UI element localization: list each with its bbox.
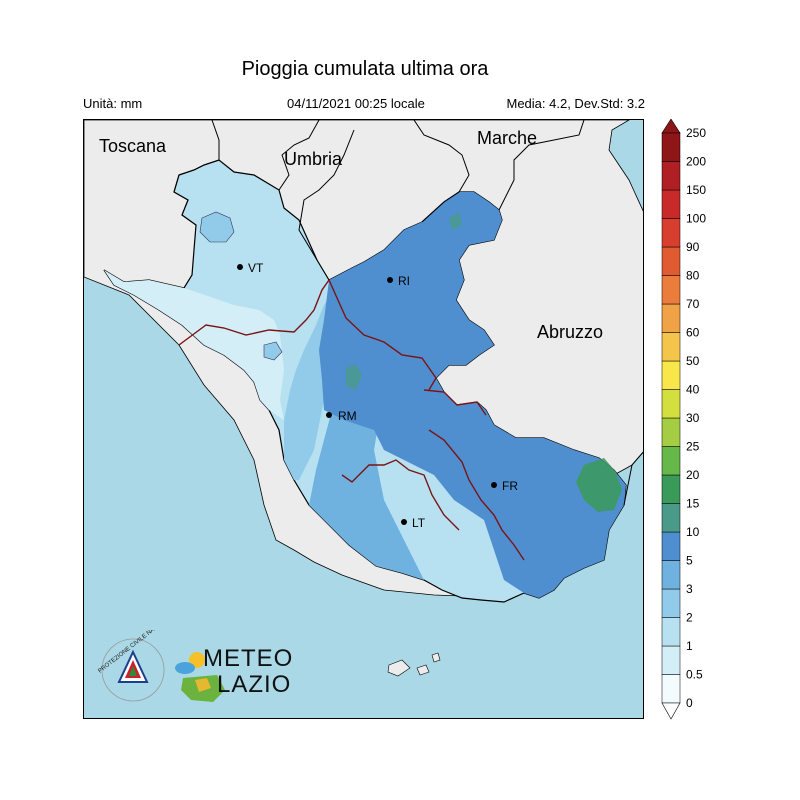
legend-tick-label: 3 [686,582,693,596]
meteo-lazio-logo: METEO LAZIO [175,645,293,702]
legend-tick-label: 25 [686,440,700,454]
legend-swatch [661,503,681,533]
island [387,659,411,677]
city-label-rm: RM [338,409,357,423]
cloud-icon [175,662,195,674]
city-marker-lt: LT [401,516,426,530]
city-label-fr: FR [502,479,518,493]
legend-tick-label: 60 [686,326,700,340]
sun-icon [189,652,205,668]
island [431,652,441,663]
region-label-toscana: Toscana [99,136,167,156]
city-label-vt: VT [248,261,264,275]
legend-swatch [661,275,681,305]
legend-swatch [661,303,681,333]
legend-swatch [661,588,681,618]
region-label-abruzzo: Abruzzo [537,322,603,342]
region-borders [173,120,643,506]
island [416,664,430,676]
rain-zone-5 [319,192,626,598]
legend-swatch [661,674,681,704]
legend-tick-label: 1 [686,639,693,653]
legend-swatch [661,246,681,276]
legend-tick-label: 250 [686,126,706,140]
lazio-text: LAZIO [217,671,291,698]
map-title: Pioggia cumulata ultima ora [241,58,489,80]
legend-swatch [661,617,681,647]
legend-tick-label: 2 [686,611,693,625]
color-legend: 0 0.5 1 2 3 5 10 15 20 25 30 40 50 60 70 80 90 100 150 200 2… [660,118,720,724]
city-marker-fr: FR [491,479,518,493]
legend-tick-label: 20 [686,468,700,482]
rain-zone-2 [284,222,422,480]
legend-tick-label: 15 [686,497,700,511]
legend-swatch [661,161,681,191]
legend-tick-label: 30 [686,411,700,425]
legend-swatch [661,332,681,362]
legend-swatch [661,560,681,590]
region-label-marche: Marche [477,128,537,148]
legend-tick-label: 80 [686,269,700,283]
city-marker-rm: RM [326,409,357,423]
legend-arrow-bottom [661,702,681,720]
legend-tick-label: 90 [686,240,700,254]
legend-swatch [661,417,681,447]
legend-tick-label: 5 [686,554,693,568]
legend-tick-label: 10 [686,525,700,539]
datetime-label: 04/11/2021 00:25 locale [287,96,425,111]
legend-swatch [661,645,681,675]
legend-tick-label: 100 [686,212,706,226]
city-label-lt: LT [412,516,426,530]
lake-bolsena [199,211,235,243]
rain-cell-teal [346,364,362,390]
region-label-umbria: Umbria [284,149,343,169]
lake-bracciano [263,341,283,361]
legend-tick-label: 150 [686,183,706,197]
legend-swatch [661,360,681,390]
rain-cell-green [576,458,622,512]
legend-tick-label: 0 [686,696,693,710]
legend-swatch [661,531,681,561]
legend-arrow-top [661,118,681,134]
protezione-civile-logo: PROTEZIONE CIVILE NAZIONALE [97,611,176,702]
legend-tick-label: 40 [686,383,700,397]
rain-zone-3 [309,200,464,580]
legend-tick-label: 50 [686,354,700,368]
rainfall-map: Toscana Umbria Marche Abruzzo VT RI RM F… [83,119,644,719]
units-label: Unità: mm [83,96,143,111]
city-marker-ri: RI [387,274,410,288]
legend-tick-label: 70 [686,297,700,311]
city-label-ri: RI [398,274,410,288]
legend-swatch [661,132,681,162]
rain-cell-teal [449,212,462,230]
legend-swatch [661,218,681,248]
legend-swatch [661,446,681,476]
city-marker-vt: VT [237,261,264,275]
meteo-text: METEO [203,645,293,672]
legend-tick-label: 0.5 [686,668,703,682]
legend-swatch [661,389,681,419]
rain-zone-light [104,270,284,420]
logos-area: PROTEZIONE CIVILE NAZIONALE METEO LAZIO [95,611,305,710]
legend-swatch [661,189,681,219]
province-borders [178,279,525,561]
legend-swatch [661,474,681,504]
stats-label: Media: 4.2, Dev.Std: 3.2 [506,96,646,111]
legend-tick-label: 200 [686,155,706,169]
